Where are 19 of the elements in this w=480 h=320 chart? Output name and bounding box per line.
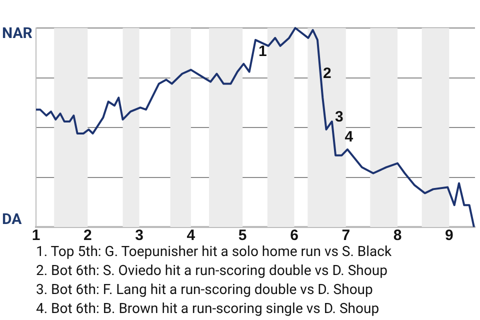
x-tick-label: 2: [83, 227, 92, 244]
text: NAR: [2, 24, 32, 42]
x-tick-label: 3: [135, 227, 144, 244]
annotation: 4: [344, 128, 354, 146]
text: DA: [2, 210, 22, 228]
annotation: 3: [334, 108, 344, 126]
x-tick-label: 8: [393, 227, 402, 244]
annotation: 2: [323, 64, 332, 82]
x-tick-label: 6: [290, 227, 298, 244]
text: 3. Bot 6th: F. Lang hit a run-scoring double vs D. Shoup: [36, 281, 374, 300]
text: 2. Bot 6th: S. Oviedo hit a run-scoring double vs D. Shoup: [36, 262, 388, 281]
text: 1. Top 5th: G. Toepunisher hit a solo home run vs S. Black: [36, 243, 392, 262]
x-tick-label: 5: [238, 227, 247, 244]
x-tick-label: 4: [186, 227, 196, 244]
annotation: 1: [258, 43, 267, 60]
text: 4. Bot 6th: B. Brown hit a run-scoring single vs D. Shoup: [36, 300, 380, 319]
x-tick-label: 1: [32, 227, 40, 244]
x-tick-label: 7: [342, 227, 350, 244]
x-tick-label: 9: [445, 227, 454, 244]
